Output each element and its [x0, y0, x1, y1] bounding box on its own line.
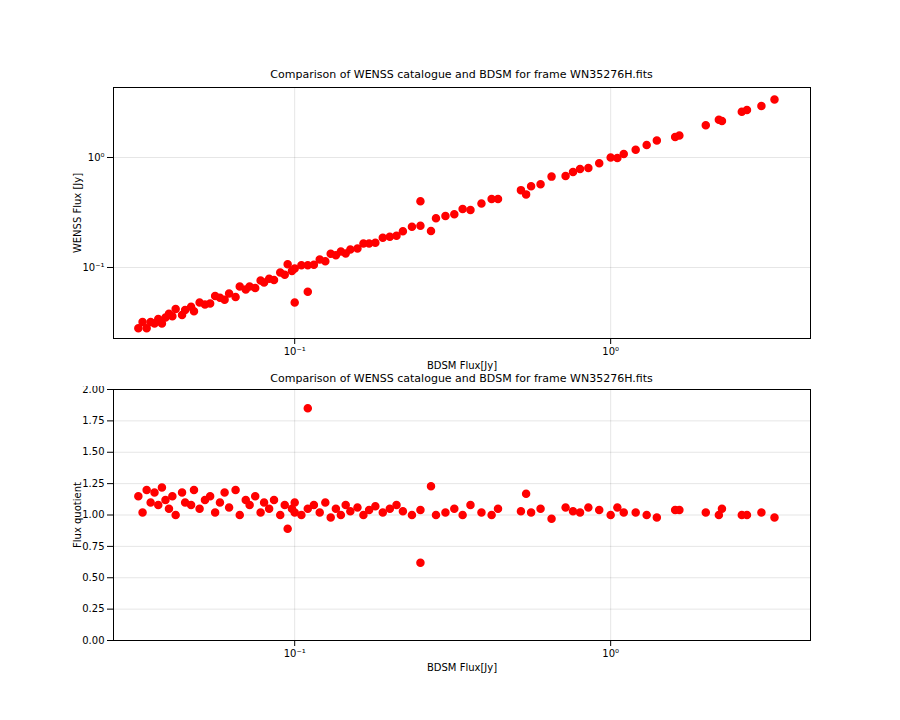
- svg-text:1.75: 1.75: [82, 415, 104, 426]
- svg-text:10⁻¹: 10⁻¹: [284, 648, 306, 659]
- svg-text:2.00: 2.00: [82, 386, 104, 395]
- svg-text:BDSM Flux[Jy]: BDSM Flux[Jy]: [427, 662, 497, 673]
- svg-text:10⁻¹: 10⁻¹: [284, 346, 306, 357]
- svg-text:1.00: 1.00: [82, 509, 104, 520]
- html-text:Comparison of WENSS catalogue: Comparison of WENSS catalogue and BDSM f…: [270, 372, 653, 385]
- svg-text:10⁻¹: 10⁻¹: [82, 262, 104, 273]
- svg-text:0.75: 0.75: [82, 541, 104, 552]
- svg-text:10⁰: 10⁰: [602, 346, 619, 357]
- svg-text:WENSS Flux [Jy]: WENSS Flux [Jy]: [72, 173, 83, 253]
- svg-text:0.25: 0.25: [82, 603, 104, 614]
- svg-text:10⁰: 10⁰: [602, 648, 619, 659]
- svg-text:Flux quotient: Flux quotient: [72, 482, 83, 548]
- svg-text:10⁰: 10⁰: [88, 152, 105, 163]
- svg-text:1.50: 1.50: [82, 446, 104, 457]
- svg-text:0.00: 0.00: [82, 635, 104, 646]
- html-text:Comparison of WENSS catalogue: Comparison of WENSS catalogue and BDSM f…: [270, 68, 653, 81]
- svg-text:1.25: 1.25: [82, 478, 104, 489]
- svg-text:BDSM Flux[Jy]: BDSM Flux[Jy]: [427, 360, 497, 371]
- svg-text:0.50: 0.50: [82, 572, 104, 583]
